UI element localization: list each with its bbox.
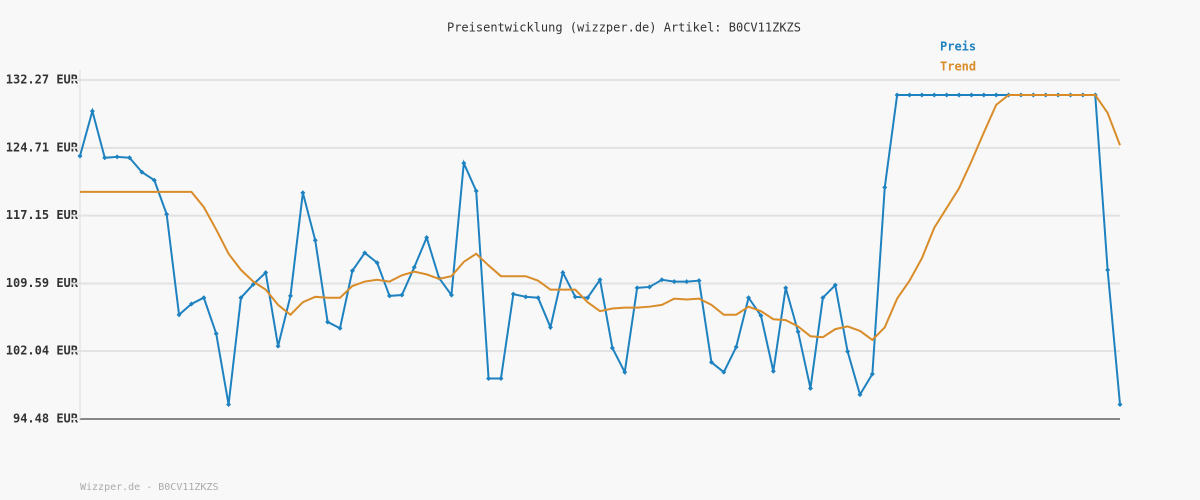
y-tick-label: 109.59 EUR xyxy=(6,276,79,290)
point-marker xyxy=(634,285,640,291)
point-marker xyxy=(832,282,838,288)
point-marker xyxy=(919,92,925,98)
point-marker xyxy=(461,160,467,166)
point-marker xyxy=(968,92,974,98)
y-tick-label: 117.15 EUR xyxy=(6,208,79,222)
point-marker xyxy=(89,108,95,114)
point-marker xyxy=(411,264,417,270)
point-marker xyxy=(102,155,108,161)
point-marker xyxy=(547,324,553,330)
point-marker xyxy=(473,188,479,194)
point-marker xyxy=(746,295,752,301)
point-marker xyxy=(1105,267,1111,273)
point-marker xyxy=(213,331,219,337)
point-marker xyxy=(387,293,393,299)
y-tick-label: 102.04 EUR xyxy=(6,344,79,358)
footer: Wizzper.de - B0CV11ZKZS xyxy=(80,482,218,493)
point-marker xyxy=(151,177,157,183)
point-marker xyxy=(845,349,851,355)
point-marker xyxy=(201,295,207,301)
point-marker xyxy=(535,295,541,301)
point-marker xyxy=(226,401,232,407)
point-marker xyxy=(176,312,182,318)
point-marker xyxy=(795,329,801,335)
point-marker xyxy=(349,268,355,274)
point-marker xyxy=(238,295,244,301)
point-marker xyxy=(362,250,368,256)
point-marker xyxy=(510,291,516,297)
point-marker xyxy=(622,369,628,375)
point-marker xyxy=(188,301,194,307)
point-marker xyxy=(572,294,578,300)
point-marker xyxy=(659,277,665,283)
point-marker xyxy=(486,375,492,381)
point-marker xyxy=(993,92,999,98)
point-marker xyxy=(671,279,677,285)
point-marker xyxy=(721,369,727,375)
point-marker xyxy=(956,92,962,98)
point-marker xyxy=(114,154,120,160)
point-marker xyxy=(312,237,318,243)
point-marker xyxy=(696,278,702,284)
point-marker xyxy=(77,153,83,159)
point-marker xyxy=(944,92,950,98)
point-marker xyxy=(325,319,331,325)
point-marker xyxy=(758,313,764,319)
point-marker xyxy=(907,92,913,98)
legend-label: Preis xyxy=(940,40,976,54)
point-marker xyxy=(820,295,826,301)
y-tick-label: 94.48 EUR xyxy=(13,412,79,426)
chart-title: Preisentwicklung (wizzper.de) Artikel: B… xyxy=(447,21,801,35)
point-marker xyxy=(275,343,281,349)
series-line xyxy=(80,93,1121,342)
point-marker xyxy=(560,270,566,276)
point-marker xyxy=(981,92,987,98)
point-marker xyxy=(733,344,739,350)
point-marker xyxy=(164,211,170,217)
point-marker xyxy=(585,295,591,301)
point-marker xyxy=(882,184,888,190)
y-tick-label: 124.71 EUR xyxy=(6,140,79,154)
point-marker xyxy=(807,385,813,391)
point-marker xyxy=(869,371,875,377)
point-marker xyxy=(597,277,603,283)
point-marker xyxy=(857,392,863,398)
point-marker xyxy=(931,92,937,98)
point-marker xyxy=(684,279,690,285)
point-marker xyxy=(287,293,293,299)
point-marker xyxy=(894,92,900,98)
point-marker xyxy=(1117,401,1123,407)
point-marker xyxy=(448,292,454,298)
point-marker xyxy=(498,375,504,381)
point-marker xyxy=(127,155,133,161)
point-marker xyxy=(424,235,430,241)
legend-label: Trend xyxy=(940,60,976,74)
point-marker xyxy=(783,285,789,291)
point-marker xyxy=(300,190,306,196)
point-marker xyxy=(399,292,405,298)
point-marker xyxy=(609,345,615,351)
point-marker xyxy=(374,260,380,266)
point-marker xyxy=(770,368,776,374)
point-marker xyxy=(263,270,269,276)
y-tick-label: 132.27 EUR xyxy=(6,73,79,87)
point-marker xyxy=(523,294,529,300)
point-marker xyxy=(708,359,714,365)
point-marker xyxy=(139,169,145,175)
point-marker xyxy=(337,325,343,331)
point-marker xyxy=(647,284,653,290)
